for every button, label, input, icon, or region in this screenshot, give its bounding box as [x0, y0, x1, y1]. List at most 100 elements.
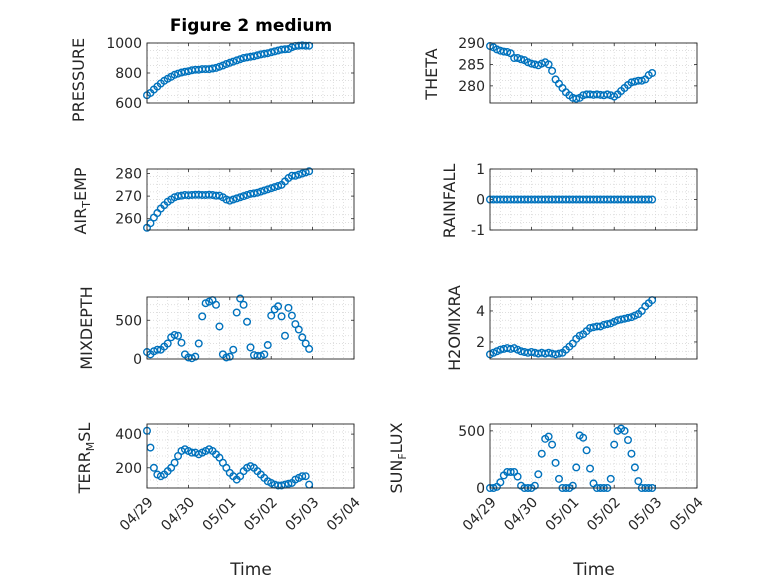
y-tick-label: 260 — [115, 212, 142, 228]
data-point — [253, 188, 262, 197]
data-point — [256, 187, 265, 196]
data-point — [198, 312, 207, 321]
ylabel-terr-msl: TERRMSL — [75, 423, 97, 495]
ylabel-pressure: PRESSURE — [69, 38, 88, 122]
y-tick-label: 280 — [458, 79, 485, 95]
data-point — [270, 183, 279, 192]
data-point — [263, 49, 272, 58]
data-point — [496, 478, 505, 487]
data-point — [548, 66, 557, 75]
data-point — [620, 426, 629, 435]
y-tick-label: 2 — [476, 335, 485, 351]
axes-box — [146, 296, 355, 360]
data-point — [284, 303, 293, 312]
data-point — [243, 317, 252, 326]
y-tick-label: 500 — [115, 313, 142, 329]
data-point — [208, 64, 217, 73]
x-tick-label: 05/02 — [241, 494, 281, 534]
data-point — [287, 311, 296, 320]
data-point — [260, 350, 269, 359]
y-tick-label: 500 — [458, 424, 485, 440]
data-point — [517, 55, 526, 64]
data-point — [260, 186, 269, 195]
data-point — [606, 474, 615, 483]
y-tick-label: 280 — [115, 167, 142, 183]
x-tick-label: 05/01 — [200, 494, 240, 534]
data-point — [263, 185, 272, 194]
data-point — [298, 333, 307, 342]
data-point — [191, 352, 200, 361]
data-point — [249, 189, 258, 198]
subplot-pressure: PRESSURE 600 800 1000 — [69, 36, 355, 122]
y-tick-label: 4 — [476, 304, 485, 320]
data-point — [170, 330, 179, 339]
axes-box — [489, 423, 698, 489]
data-point — [648, 68, 657, 77]
y-tick-label: 800 — [115, 66, 142, 82]
data-point — [548, 440, 557, 449]
data-point — [225, 58, 234, 67]
x-tick-label: 04/29 — [117, 494, 157, 534]
data-point — [513, 472, 522, 481]
data-point — [572, 463, 581, 472]
data-point — [305, 167, 314, 176]
data-point — [215, 322, 224, 331]
y-tick-label: 0 — [476, 193, 485, 209]
y-tick-label: 270 — [115, 189, 142, 205]
y-tick-label: 285 — [458, 57, 485, 73]
data-point — [163, 339, 172, 348]
x-tick-label: 05/04 — [667, 494, 707, 534]
y-tick-label: 290 — [458, 36, 485, 52]
x-tick-label: 04/29 — [460, 494, 500, 534]
subplot-sun-flux: SUNFLUX 0 500 04/29 04/30 05/01 05/02 05/03 05/… — [387, 422, 707, 534]
data-point — [298, 169, 307, 178]
data-point — [225, 352, 234, 361]
data-point — [174, 69, 183, 78]
data-point — [232, 56, 241, 65]
y-tick-label: 1 — [476, 162, 485, 178]
data-point — [246, 343, 255, 352]
y-tick-label: 600 — [115, 96, 142, 112]
data-point — [277, 312, 286, 321]
axes-box — [489, 42, 698, 104]
axes-box — [146, 42, 355, 104]
data-point — [301, 41, 310, 50]
data-point — [298, 472, 307, 481]
data-point — [586, 464, 595, 473]
x-tick-label: 05/04 — [324, 494, 364, 534]
data-point — [225, 196, 234, 205]
data-point — [274, 181, 283, 190]
data-point — [170, 70, 179, 79]
data-point — [174, 331, 183, 340]
x-tick-label: 05/03 — [626, 494, 666, 534]
data-point — [215, 62, 224, 71]
data-point — [249, 52, 258, 61]
data-point — [274, 302, 283, 311]
x-tick-label: 04/30 — [501, 494, 541, 534]
data-point — [239, 192, 248, 201]
data-point — [211, 300, 220, 309]
data-point — [291, 171, 300, 180]
data-point — [648, 195, 657, 204]
data-point — [582, 446, 591, 455]
data-point — [305, 344, 314, 353]
data-point — [530, 481, 539, 490]
xlabel-right: Time — [572, 560, 615, 580]
axes-box — [489, 168, 698, 231]
subplot-theta: THETA 280 285 290 — [422, 36, 698, 104]
data-point — [579, 433, 588, 442]
data-point — [291, 320, 300, 329]
data-point — [281, 45, 290, 54]
subplot-terr-msl: TERRMSL 200 400 04/29 04/30 05/01 05/02 05/03 0… — [75, 423, 364, 535]
data-point — [630, 463, 639, 472]
data-point — [568, 481, 577, 490]
ylabel-sun-flux: SUNFLUX — [387, 422, 409, 493]
subplot-mixdepth: MIXDEPTH 0 500 — [77, 286, 355, 370]
data-point — [551, 458, 560, 467]
data-point — [267, 184, 276, 193]
data-point — [170, 458, 179, 467]
axes-box — [489, 296, 698, 360]
data-point — [229, 57, 238, 66]
data-point — [624, 313, 633, 322]
